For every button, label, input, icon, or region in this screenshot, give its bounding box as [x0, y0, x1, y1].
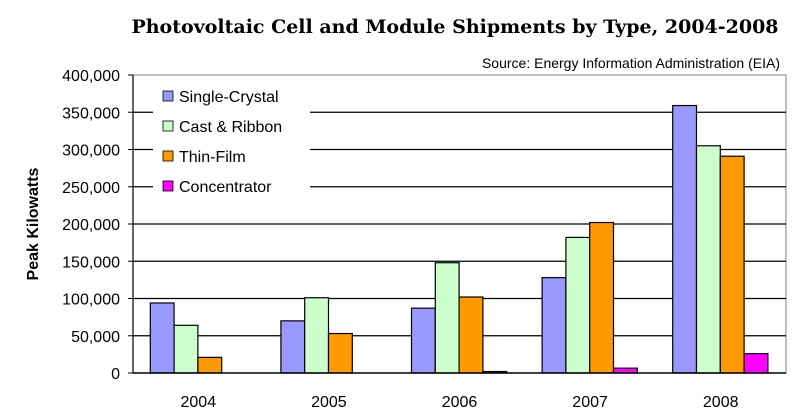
- y-tick-label: 400,000: [62, 68, 120, 85]
- legend-label: Cast & Ribbon: [179, 119, 282, 136]
- y-tick-label: 350,000: [62, 105, 120, 122]
- bar-single-crystal-2006: [410, 307, 436, 374]
- y-tick-label: 100,000: [62, 292, 120, 309]
- bar-single-crystal-2008: [672, 104, 698, 374]
- x-tick-label: 2007: [572, 394, 608, 411]
- legend-label: Thin-Film: [179, 149, 246, 166]
- legend-swatch: [162, 120, 174, 132]
- bar-cast-ribbon-2006: [434, 262, 460, 374]
- bar-cast-ribbon-2004: [173, 324, 199, 374]
- legend-label: Single-Crystal: [179, 89, 279, 106]
- y-tick-label: 0: [111, 366, 120, 383]
- y-tick-label: 50,000: [71, 329, 120, 346]
- y-axis-label: Peak Kilowatts: [25, 167, 42, 280]
- bar-thin-film-2004: [197, 356, 223, 374]
- legend-box: [153, 82, 310, 200]
- bar-thin-film-2008: [719, 155, 745, 374]
- bar-cast-ribbon-2008: [695, 145, 721, 374]
- y-tick-label: 300,000: [62, 143, 120, 160]
- bar-cast-ribbon-2005: [304, 297, 330, 374]
- chart-title: Photovoltaic Cell and Module Shipments b…: [131, 16, 778, 38]
- x-tick-label: 2008: [703, 394, 739, 411]
- bar-concentrator-2008: [743, 353, 769, 374]
- x-tick-label: 2004: [181, 394, 217, 411]
- bars: [149, 104, 769, 374]
- bar-thin-film-2005: [327, 332, 353, 374]
- bar-single-crystal-2004: [149, 302, 175, 374]
- legend-swatch: [162, 90, 174, 102]
- x-tick-label: 2006: [442, 394, 478, 411]
- legend-swatch: [162, 180, 174, 192]
- legend-label: Concentrator: [179, 179, 272, 196]
- y-tick-label: 150,000: [62, 254, 120, 271]
- x-tick-label: 2005: [311, 394, 347, 411]
- x-axis-ticks: 2004 2005 2006 2007 2008: [181, 394, 739, 411]
- y-tick-label: 250,000: [62, 180, 120, 197]
- legend-swatch: [162, 150, 174, 162]
- bar-thin-film-2007: [589, 221, 615, 374]
- bar-single-crystal-2007: [541, 277, 567, 374]
- chart-source: Source: Energy Information Administratio…: [482, 55, 780, 71]
- legend: Single-Crystal Cast & Ribbon Thin-Film Conc…: [153, 82, 310, 200]
- bar-single-crystal-2005: [280, 320, 306, 374]
- bar-thin-film-2006: [458, 296, 484, 374]
- y-tick-label: 200,000: [62, 217, 120, 234]
- y-axis-ticks: 0 50,000 100,000 150,000 200,000 250,000 300,0…: [62, 68, 133, 383]
- bar-cast-ribbon-2007: [565, 236, 591, 374]
